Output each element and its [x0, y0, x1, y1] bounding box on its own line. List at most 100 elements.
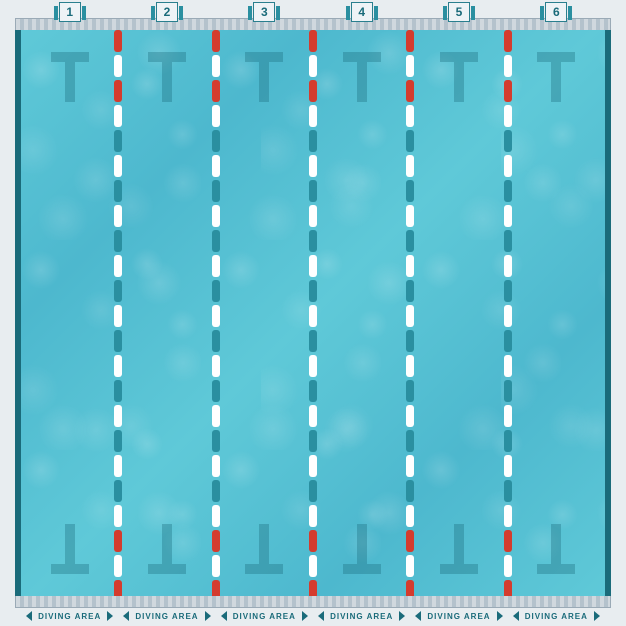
- triangle-right-icon: [205, 611, 211, 621]
- triangle-right-icon: [594, 611, 600, 621]
- lane-number-marker: 2: [156, 2, 178, 22]
- rope-float: [212, 455, 220, 477]
- rope-float: [504, 505, 512, 527]
- rope-float: [504, 30, 512, 52]
- rope-float: [406, 430, 414, 452]
- rope-float: [406, 230, 414, 252]
- rope-float: [309, 105, 317, 127]
- rope-float: [114, 255, 122, 277]
- rope-float: [309, 130, 317, 152]
- diving-area-text: DIVING AREA: [233, 612, 296, 621]
- triangle-left-icon: [123, 611, 129, 621]
- rope-float: [114, 480, 122, 502]
- triangle-right-icon: [399, 611, 405, 621]
- rope-float: [212, 180, 220, 202]
- rope-float: [309, 305, 317, 327]
- rope-float: [504, 205, 512, 227]
- rope-float: [309, 355, 317, 377]
- rope-float: [114, 405, 122, 427]
- rope-float: [114, 105, 122, 127]
- rope-float: [504, 255, 512, 277]
- rope-float: [504, 155, 512, 177]
- rope-float: [406, 205, 414, 227]
- rope-float: [212, 230, 220, 252]
- triangle-left-icon: [318, 611, 324, 621]
- rope-float: [406, 30, 414, 52]
- rope-float: [504, 105, 512, 127]
- rope-float: [309, 555, 317, 577]
- rope-float: [212, 130, 220, 152]
- rope-float: [309, 455, 317, 477]
- rope-float: [114, 230, 122, 252]
- rope-float: [309, 205, 317, 227]
- rope-float: [504, 55, 512, 77]
- rope-float: [406, 105, 414, 127]
- lane-number-label: 4: [358, 5, 365, 19]
- rope-float: [504, 380, 512, 402]
- lane-number-marker: 4: [351, 2, 373, 22]
- rope-float: [406, 80, 414, 102]
- triangle-left-icon: [221, 611, 227, 621]
- lane-number-label: 2: [164, 5, 171, 19]
- rope-float: [212, 30, 220, 52]
- rope-float: [504, 355, 512, 377]
- rope-float: [212, 105, 220, 127]
- rope-float: [309, 255, 317, 277]
- rope-float: [114, 30, 122, 52]
- rope-float: [114, 505, 122, 527]
- rope-float: [212, 405, 220, 427]
- rope-float: [309, 405, 317, 427]
- rope-float: [504, 80, 512, 102]
- rope-float: [309, 280, 317, 302]
- rope-float: [406, 355, 414, 377]
- rope-float: [114, 80, 122, 102]
- rope-float: [114, 555, 122, 577]
- rope-float: [309, 30, 317, 52]
- rope-float: [114, 580, 122, 596]
- rope-float: [114, 330, 122, 352]
- rope-float: [309, 505, 317, 527]
- rope-float: [406, 130, 414, 152]
- rope-float: [406, 55, 414, 77]
- rope-float: [114, 355, 122, 377]
- rope-float: [114, 155, 122, 177]
- rope-float: [212, 80, 220, 102]
- triangle-left-icon: [26, 611, 32, 621]
- rope-float: [309, 530, 317, 552]
- rope-float: [504, 480, 512, 502]
- diving-area-label: DIVING AREA: [220, 608, 309, 624]
- rope-float: [504, 555, 512, 577]
- rope-float: [212, 480, 220, 502]
- lane-rope: [114, 30, 122, 596]
- rope-float: [309, 55, 317, 77]
- rope-float: [212, 555, 220, 577]
- rope-float: [406, 380, 414, 402]
- rope-float: [504, 330, 512, 352]
- rope-float: [114, 305, 122, 327]
- rope-float: [212, 355, 220, 377]
- rope-float: [309, 330, 317, 352]
- diving-area-text: DIVING AREA: [135, 612, 198, 621]
- rope-float: [114, 55, 122, 77]
- rope-float: [114, 380, 122, 402]
- rope-float: [504, 530, 512, 552]
- rope-float: [212, 330, 220, 352]
- rope-float: [114, 180, 122, 202]
- rope-float: [212, 205, 220, 227]
- diving-area-text: DIVING AREA: [330, 612, 393, 621]
- triangle-right-icon: [497, 611, 503, 621]
- rope-float: [309, 180, 317, 202]
- rope-float: [504, 455, 512, 477]
- lane-number-marker: 5: [448, 2, 470, 22]
- triangle-right-icon: [302, 611, 308, 621]
- rope-float: [504, 130, 512, 152]
- rope-float: [309, 155, 317, 177]
- lane-rope: [406, 30, 414, 596]
- rope-float: [406, 580, 414, 596]
- rope-float: [212, 380, 220, 402]
- rope-float: [406, 530, 414, 552]
- rope-float: [212, 255, 220, 277]
- lane-rope: [504, 30, 512, 596]
- rope-float: [212, 505, 220, 527]
- rope-float: [212, 580, 220, 596]
